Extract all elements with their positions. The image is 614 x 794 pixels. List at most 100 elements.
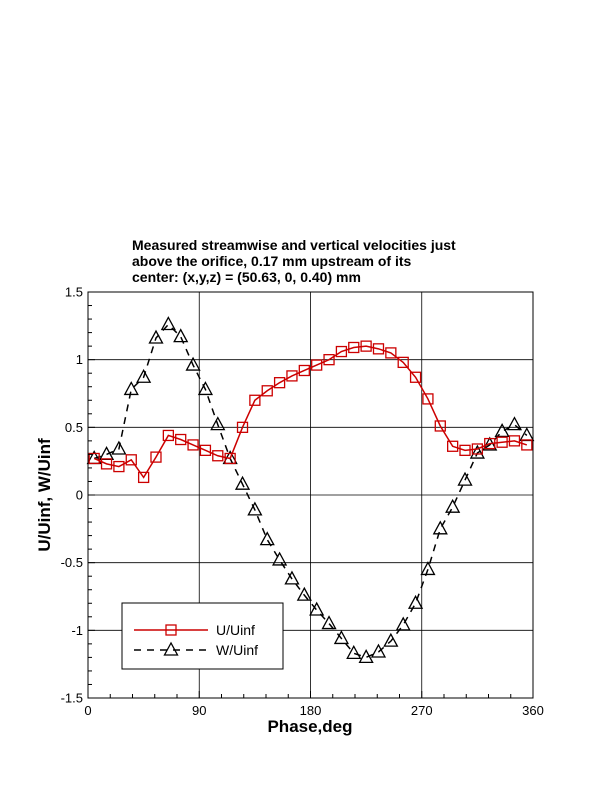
data-point-square	[508, 435, 521, 447]
x-tick-label: 270	[411, 703, 433, 718]
data-point-square	[422, 393, 434, 405]
data-point-triangle	[346, 644, 362, 659]
y-tick-label: 0.5	[65, 420, 83, 435]
data-point-triangle	[296, 586, 312, 601]
data-point-triangle	[272, 551, 288, 566]
data-point-triangle	[136, 368, 152, 383]
data-point-square	[150, 451, 162, 463]
data-point-triangle	[210, 416, 226, 431]
chart-title: Measured streamwise and vertical velocit…	[132, 237, 456, 285]
axis-ticks: 0 90 180 270 360 -1.5 -1 -0.5 0 0.5 1 1.5	[61, 285, 544, 719]
data-point-triangle	[358, 649, 374, 664]
data-point-square	[335, 345, 348, 358]
data-point-square	[100, 458, 113, 470]
data-point-square	[175, 433, 187, 446]
y-tick-label: -1.5	[61, 691, 83, 706]
y-tick-label: 1.5	[65, 285, 83, 300]
data-point-square	[348, 341, 360, 354]
data-point-square	[212, 450, 224, 462]
data-point-square	[323, 354, 335, 366]
data-point-triangle	[234, 475, 251, 490]
plot-series	[86, 316, 535, 664]
data-point-triangle	[494, 423, 510, 438]
data-point-triangle	[370, 643, 387, 658]
data-point-square	[261, 385, 273, 397]
data-point-square	[311, 359, 323, 371]
data-point-square	[484, 437, 496, 450]
data-point-square	[447, 440, 459, 452]
data-point-triangle	[197, 381, 214, 396]
data-point-square	[273, 377, 286, 389]
data-point-triangle	[309, 601, 325, 616]
data-point-triangle	[407, 594, 424, 609]
chart-title-line-2: above the orifice, 0.17 mm upstream of i…	[132, 253, 412, 269]
data-point-square	[236, 421, 249, 433]
legend-label: U/Uinf	[216, 622, 255, 638]
data-point-triangle	[420, 561, 436, 576]
data-point-triangle	[469, 444, 485, 459]
data-point-triangle	[395, 616, 411, 631]
data-point-triangle	[333, 630, 349, 645]
data-point-triangle	[98, 446, 115, 461]
data-point-triangle	[432, 520, 448, 535]
data-point-triangle	[123, 381, 139, 396]
data-point-square	[409, 371, 422, 383]
data-point-square	[385, 347, 397, 359]
legend-item: U/Uinf	[134, 622, 255, 638]
legend: U/Uinf W/Uinf	[121, 602, 284, 670]
x-axis-label: Phase,deg	[267, 717, 352, 736]
legend-box	[121, 602, 284, 670]
data-point-triangle	[173, 328, 189, 343]
legend-item: W/Uinf	[134, 641, 258, 658]
x-tick-label: 90	[192, 703, 206, 718]
data-point-triangle	[259, 531, 275, 546]
legend-label: W/Uinf	[216, 642, 258, 658]
x-tick-label: 360	[522, 703, 544, 718]
data-point-triangle	[163, 641, 179, 656]
data-point-triangle	[247, 501, 263, 516]
data-point-square	[125, 454, 137, 466]
data-point-square	[434, 420, 446, 432]
data-point-square	[372, 343, 385, 355]
data-point-triangle	[457, 471, 473, 486]
chart-title-line-1: Measured streamwise and vertical velocit…	[132, 237, 456, 253]
data-point-square	[113, 460, 125, 473]
data-point-triangle	[445, 498, 461, 513]
data-point-triangle	[160, 316, 176, 331]
data-point-triangle	[383, 632, 399, 647]
data-point-triangle	[321, 615, 337, 630]
data-point-square	[165, 624, 177, 636]
data-point-square	[496, 436, 508, 448]
data-point-square	[249, 394, 261, 406]
data-point-square	[298, 364, 310, 377]
data-point-square	[187, 439, 199, 451]
series-line	[93, 345, 528, 479]
data-point-square	[459, 444, 471, 456]
data-point-triangle	[506, 416, 523, 431]
data-point-square	[397, 356, 409, 369]
data-point-square	[162, 429, 174, 442]
data-point-square	[521, 439, 533, 451]
y-tick-label: 1	[76, 352, 83, 367]
data-point-square	[471, 443, 484, 455]
y-tick-label: -1	[71, 623, 83, 638]
series-U/Uinf	[88, 340, 533, 484]
x-tick-label: 0	[84, 703, 91, 718]
data-point-square	[286, 370, 298, 382]
x-tick-label: 180	[300, 703, 322, 718]
y-axis-label: U/Uinf, W/Uinf	[35, 438, 54, 552]
data-point-square	[224, 452, 236, 465]
data-point-triangle	[111, 440, 127, 455]
chart-title-line-3: center: (x,y,z) = (50.63, 0, 0.40) mm	[132, 269, 361, 285]
y-tick-label: -0.5	[61, 555, 83, 570]
data-point-triangle	[185, 356, 201, 371]
data-point-square	[88, 452, 100, 465]
data-point-triangle	[284, 570, 300, 585]
data-point-square	[360, 340, 372, 352]
data-point-square	[137, 471, 150, 484]
data-point-triangle	[519, 427, 535, 442]
data-point-square	[199, 444, 212, 456]
data-point-triangle	[148, 329, 164, 344]
y-tick-label: 0	[76, 488, 83, 503]
